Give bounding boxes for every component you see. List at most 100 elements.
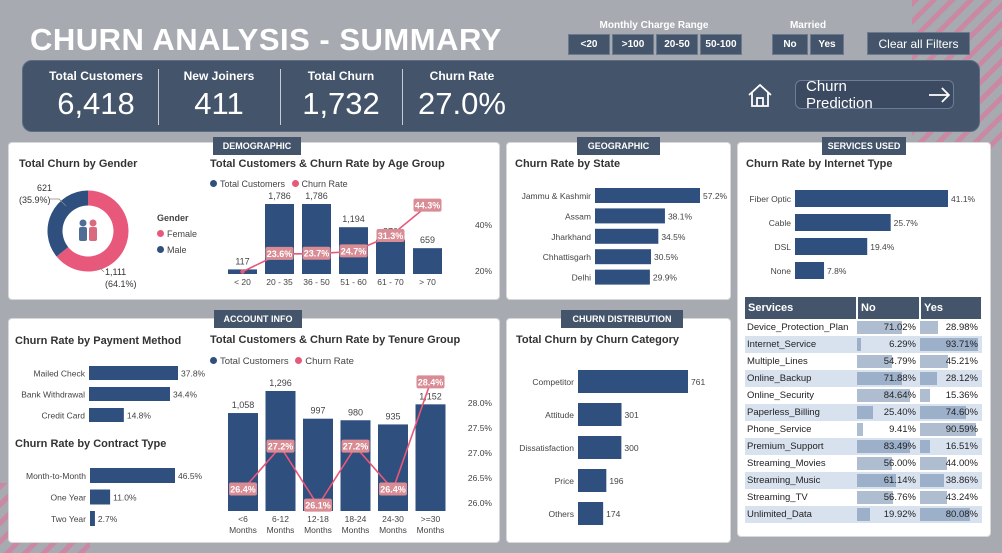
chart-title-gender: Total Churn by Gender [19, 158, 138, 170]
bar [795, 262, 825, 279]
bar [595, 208, 665, 224]
data-bar [920, 508, 970, 521]
rate-label-bg [339, 244, 368, 258]
data-bar [920, 355, 949, 368]
section-tag-demographic: DEMOGRAPHIC [213, 137, 301, 155]
filter-charge-lt20[interactable]: <20 [568, 34, 610, 55]
bar-value-label: 37.8% [181, 369, 206, 379]
bar-value-label: 34.5% [661, 232, 686, 242]
table-row[interactable]: Premium_Support 83.49% 16.51% [745, 438, 982, 455]
table-row[interactable]: Internet_Service 6.29% 93.71% [745, 336, 982, 353]
donut-label-male-pct: (35.9%) [19, 195, 51, 205]
filter-charge-20-50[interactable]: 20-50 [656, 34, 698, 55]
service-yes-cell: 45.21% [920, 353, 982, 370]
bar-category-label: Jammu & Kashmir [522, 191, 592, 201]
bar [89, 387, 170, 401]
chart-title-contract: Churn Rate by Contract Type [15, 438, 167, 450]
service-yes-cell: 93.71% [920, 336, 982, 353]
bar-category-label: DSL [774, 242, 791, 252]
x-tick-label: Months [342, 525, 370, 535]
rate-label: 26.4% [230, 485, 256, 495]
legend-dot-customers [210, 357, 217, 364]
table-row[interactable]: Online_Backup 71.88% 28.12% [745, 370, 982, 387]
legend-dot-customers [210, 180, 217, 187]
bar-category-label: Two Year [51, 514, 86, 524]
rate-label-bg [413, 198, 442, 212]
section-tag-geographic: GEOGRAPHIC [577, 137, 660, 155]
services-header-no[interactable]: No [857, 297, 921, 319]
clear-filters-button[interactable]: Clear all Filters [867, 32, 970, 55]
services-header-name[interactable]: Services [745, 297, 858, 319]
kpi-new-joiners: New Joiners 411 [159, 61, 279, 133]
bar-category-label: Credit Card [42, 411, 86, 421]
service-yes-cell: 90.59% [920, 421, 982, 438]
kpi-value: 27.0% [418, 86, 506, 121]
bar-value-label: 117 [235, 256, 249, 266]
service-no-value: 56.00% [883, 458, 916, 469]
legend-label-male: Male [167, 245, 187, 255]
bar-value-label: 196 [609, 476, 623, 486]
kpi-total-customers: Total Customers 6,418 [35, 61, 157, 133]
rate-label-bg [379, 482, 407, 496]
bar-value-label: 1,786 [305, 191, 328, 201]
x-tick-label: 61 - 70 [377, 277, 404, 287]
service-no-cell: 6.29% [857, 336, 920, 353]
person-icon [79, 219, 87, 227]
person-icon [89, 219, 97, 227]
bar [303, 418, 333, 511]
bar-category-label: Competitor [532, 377, 574, 387]
bar [340, 420, 371, 511]
monthly-charge-label: Monthly Charge Range [599, 20, 709, 31]
bar-category-label: Bank Withdrawal [21, 390, 85, 400]
service-yes-cell: 38.86% [920, 472, 982, 489]
chart-title-payment: Churn Rate by Payment Method [15, 335, 182, 347]
table-row[interactable]: Paperless_Billing 25.40% 74.60% [745, 404, 982, 421]
x-tick-label: 12-18 [307, 514, 329, 524]
filter-charge-gt100[interactable]: >100 [612, 34, 654, 55]
gender-legend: Gender Female Male [157, 210, 197, 258]
filter-married-yes[interactable]: Yes [810, 34, 844, 55]
bar-value-label: 1,786 [268, 191, 291, 201]
table-row[interactable]: Streaming_TV 56.76% 43.24% [745, 489, 982, 506]
x-tick-label: Months [417, 525, 445, 535]
service-name: Streaming_Music [745, 472, 857, 489]
service-no-value: 71.88% [883, 373, 916, 384]
rate-label: 26.1% [305, 501, 331, 511]
services-table-body: Device_Protection_Plan 71.02% 28.98% Intern… [745, 319, 982, 523]
service-yes-value: 16.51% [945, 441, 978, 452]
service-no-cell: 56.00% [857, 455, 920, 472]
service-yes-value: 28.98% [945, 322, 978, 333]
table-row[interactable]: Device_Protection_Plan 71.02% 28.98% [745, 319, 982, 336]
table-row[interactable]: Unlimited_Data 19.92% 80.08% [745, 506, 982, 523]
bar [378, 424, 408, 511]
state-bar-chart: Jammu & Kashmir 57.2% Assam 38.1% Jharkhand 3… [522, 188, 728, 285]
bar-value-label: 41.1% [951, 194, 976, 204]
rate-label: 27.2% [343, 442, 369, 452]
service-name: Multiple_Lines [745, 353, 857, 370]
service-yes-value: 38.86% [945, 475, 978, 486]
bar [578, 370, 688, 393]
table-row[interactable]: Phone_Service 9.41% 90.59% [745, 421, 982, 438]
filter-charge-50-100[interactable]: 50-100 [700, 34, 742, 55]
rate-label: 24.7% [341, 246, 367, 256]
donut-leader-line [49, 198, 67, 207]
table-row[interactable]: Multiple_Lines 54.79% 45.21% [745, 353, 982, 370]
chart-title-category: Total Churn by Churn Category [516, 334, 679, 346]
chart-title-state: Churn Rate by State [515, 158, 621, 170]
filter-married-no[interactable]: No [772, 34, 808, 55]
churn-prediction-button[interactable]: Churn Prediction [795, 78, 954, 112]
bar-category-label: Jharkhand [551, 232, 591, 242]
right-axis-tick: 27.0% [468, 448, 493, 458]
married-label: Married [789, 20, 827, 31]
table-row[interactable]: Streaming_Movies 56.00% 44.00% [745, 455, 982, 472]
table-row[interactable]: Online_Security 84.64% 15.36% [745, 387, 982, 404]
home-icon[interactable] [746, 82, 774, 108]
table-row[interactable]: Streaming_Music 61.14% 38.86% [745, 472, 982, 489]
bar-category-label: Assam [565, 211, 591, 221]
tenure-legend: Total Customers Churn Rate [210, 356, 354, 367]
bar-value-label: 19.4% [870, 242, 895, 252]
legend-label: Churn Rate [301, 179, 348, 189]
data-bar [857, 423, 863, 436]
services-header-yes[interactable]: Yes [920, 297, 983, 319]
services-table: Services No Yes Device_Protection_Plan 71… [745, 297, 983, 523]
